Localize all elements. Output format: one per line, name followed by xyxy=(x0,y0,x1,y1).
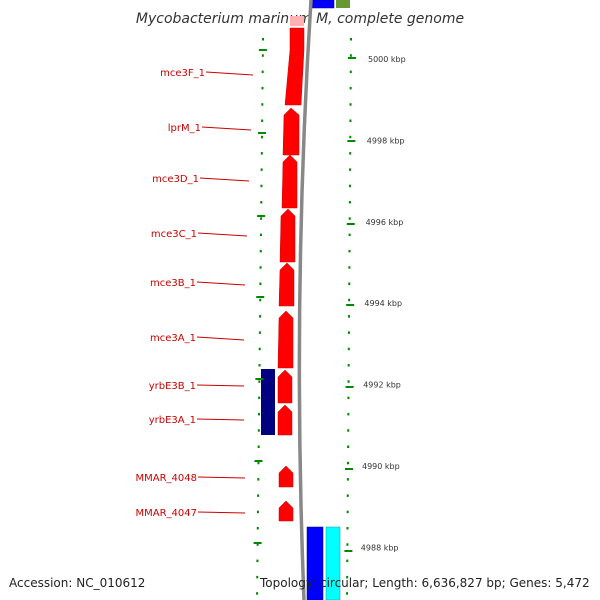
gene-block-green-top xyxy=(336,0,350,8)
gene-block-blue-bottom xyxy=(306,526,324,600)
gene-arrow xyxy=(279,208,296,263)
gene-arrow xyxy=(278,465,294,488)
scale-labels: 5000 kbp 4998 kbp 4996 kbp 4994 kbp 4992 kbp… xyxy=(361,55,406,552)
scale-label: 4990 kbp xyxy=(362,462,400,471)
gene-label: mce3B_1 xyxy=(150,278,196,289)
gene-label: MMAR_4047 xyxy=(136,508,198,519)
gene-arrow xyxy=(278,262,295,307)
gene-block-pink xyxy=(290,16,304,26)
gene-arrow xyxy=(278,500,294,522)
gene-arrow xyxy=(282,107,300,156)
accession-text: Accession: NC_010612 xyxy=(9,576,146,590)
tick-marks xyxy=(253,38,356,595)
gene-arrow xyxy=(277,310,294,369)
scale-label: 4996 kbp xyxy=(366,218,404,227)
gene-block-cyan xyxy=(325,526,341,600)
gene-label: yrbE3A_1 xyxy=(149,415,196,426)
scale-label: 4988 kbp xyxy=(361,543,399,552)
gene-arrow xyxy=(277,404,293,436)
leader-line xyxy=(199,177,250,182)
leader-line xyxy=(196,336,245,341)
leader-line xyxy=(205,71,254,76)
gene-label: mce3A_1 xyxy=(150,333,196,344)
scale-label: 4994 kbp xyxy=(364,299,402,308)
gene-block-navy xyxy=(261,369,275,435)
leader-line xyxy=(197,232,248,237)
leader-line xyxy=(196,281,246,286)
genome-backbone xyxy=(297,0,313,600)
scale-label: 4998 kbp xyxy=(367,136,405,145)
leader-line xyxy=(197,511,246,514)
gene-label: yrbE3B_1 xyxy=(149,381,196,392)
gene-label: mce3C_1 xyxy=(151,229,197,240)
topology-text: Topology: circular; Length: 6,636,827 bp… xyxy=(260,576,590,590)
leader-line xyxy=(201,126,252,131)
leader-lines xyxy=(196,71,254,514)
gene-arrow xyxy=(284,27,305,106)
gene-block-blue-top xyxy=(311,0,335,9)
scale-label: 4992 kbp xyxy=(363,381,401,390)
gene-label: MMAR_4048 xyxy=(136,473,198,484)
gene-label: lprM_1 xyxy=(168,123,201,134)
gene-arrow xyxy=(281,154,298,209)
leader-line xyxy=(196,384,245,387)
gene-arrow xyxy=(277,369,293,404)
gene-label: mce3F_1 xyxy=(160,68,205,79)
leader-line xyxy=(196,418,245,421)
gene-labels: mce3F_1 lprM_1 mce3D_1 mce3C_1 mce3B_1 mce3A_… xyxy=(136,68,206,519)
leader-line xyxy=(197,476,246,479)
gene-label: mce3D_1 xyxy=(152,174,199,185)
scale-label: 5000 kbp xyxy=(368,55,406,64)
